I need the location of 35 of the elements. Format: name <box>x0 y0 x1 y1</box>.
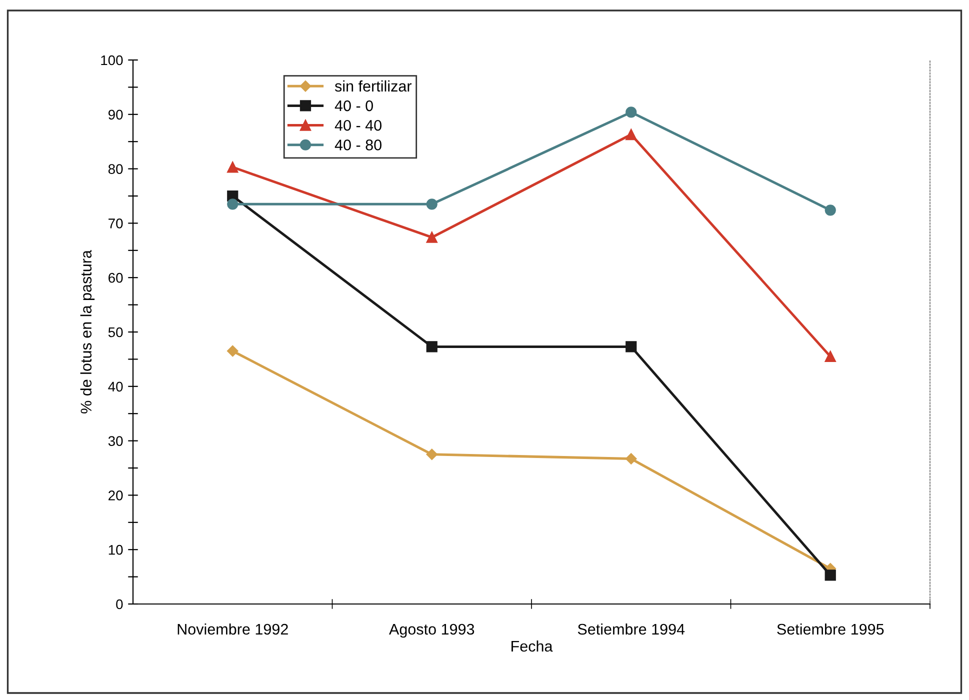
point <box>626 128 637 140</box>
legend-label: sin fertilizar <box>334 80 412 92</box>
y-tick-label: 90 <box>108 110 123 120</box>
point <box>227 162 238 173</box>
y-tick-label: 60 <box>108 272 123 283</box>
point <box>426 448 438 460</box>
x-tick-label: Agosto 1993 <box>389 624 474 638</box>
y-tick-label: 100 <box>101 55 123 66</box>
x-tick-label: Noviembre 1992 <box>178 623 288 635</box>
y-tick-label: 0 <box>116 599 123 610</box>
point <box>626 341 637 352</box>
y-tick-label: 80 <box>108 164 123 174</box>
point <box>824 570 836 581</box>
point <box>227 198 238 210</box>
x-axis-title: Fecha <box>512 640 553 652</box>
y-tick-label: 10 <box>108 544 123 555</box>
legend-label: 40 - 40 <box>334 120 382 131</box>
y-tick-label: 40 <box>108 382 123 392</box>
legend-label: 40 - 0 <box>334 100 373 112</box>
y-tick-label: 30 <box>108 436 123 446</box>
point <box>426 232 438 243</box>
x-tick-label: Setiembre 1995 <box>777 623 884 635</box>
legend-label: 40 - 80 <box>334 140 382 150</box>
point <box>626 453 637 464</box>
x-tick-label: Setiembre 1994 <box>578 623 685 635</box>
point <box>626 106 637 118</box>
y-axis-title: % de lotus en la pastura <box>80 250 95 414</box>
point <box>824 350 836 362</box>
point <box>824 204 836 216</box>
point <box>426 341 438 352</box>
y-tick-label: 50 <box>108 327 123 338</box>
y-tick-label: 20 <box>108 490 123 500</box>
point <box>227 345 238 357</box>
point <box>426 198 438 210</box>
y-tick-label: 70 <box>108 218 123 228</box>
